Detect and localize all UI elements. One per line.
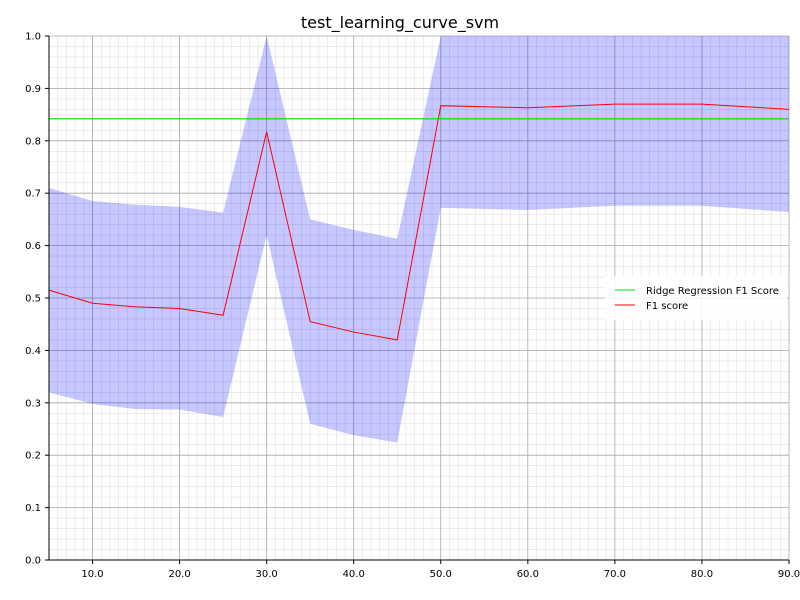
x-tick-label: 50.0: [430, 569, 452, 580]
y-tick-label: 0.7: [25, 189, 41, 200]
y-tick-label: 0.5: [25, 294, 41, 305]
y-tick-label: 0.1: [25, 503, 41, 514]
y-tick-label: 1.0: [25, 32, 41, 43]
x-tick-label: 10.0: [81, 569, 103, 580]
std-band-area: [49, 36, 789, 443]
chart-title: test_learning_curve_svm: [301, 13, 499, 33]
y-tick-label: 0.8: [25, 136, 41, 147]
y-tick-label: 0.2: [25, 451, 41, 462]
f1-score-line: [48, 103, 790, 341]
y-tick-label: 0.6: [25, 241, 41, 252]
legend-box: [605, 276, 787, 320]
x-tick-label: 20.0: [168, 569, 190, 580]
x-tick-label: 70.0: [604, 569, 626, 580]
y-tick-label: 0.4: [25, 346, 41, 357]
std-band: [49, 36, 789, 443]
x-tick-label: 30.0: [256, 569, 278, 580]
x-tick-label: 90.0: [778, 569, 800, 580]
tick-labels: 10.0 20.0 30.0 40.0 50.0 60.0 70.0 80.0 90.0 0.0 0…: [25, 32, 800, 581]
y-tick-label: 0.3: [25, 398, 41, 409]
legend-label-ridge: Ridge Regression F1 Score: [646, 286, 779, 297]
x-tick-label: 60.0: [517, 569, 539, 580]
y-tick-label: 0.0: [25, 556, 41, 567]
x-tick-label: 80.0: [691, 569, 713, 580]
legend-label-f1: F1 score: [646, 301, 688, 312]
y-tick-label: 0.9: [25, 84, 41, 95]
legend: Ridge Regression F1 Score F1 score: [605, 276, 787, 320]
x-tick-label: 40.0: [343, 569, 365, 580]
series-lines: [48, 103, 790, 341]
